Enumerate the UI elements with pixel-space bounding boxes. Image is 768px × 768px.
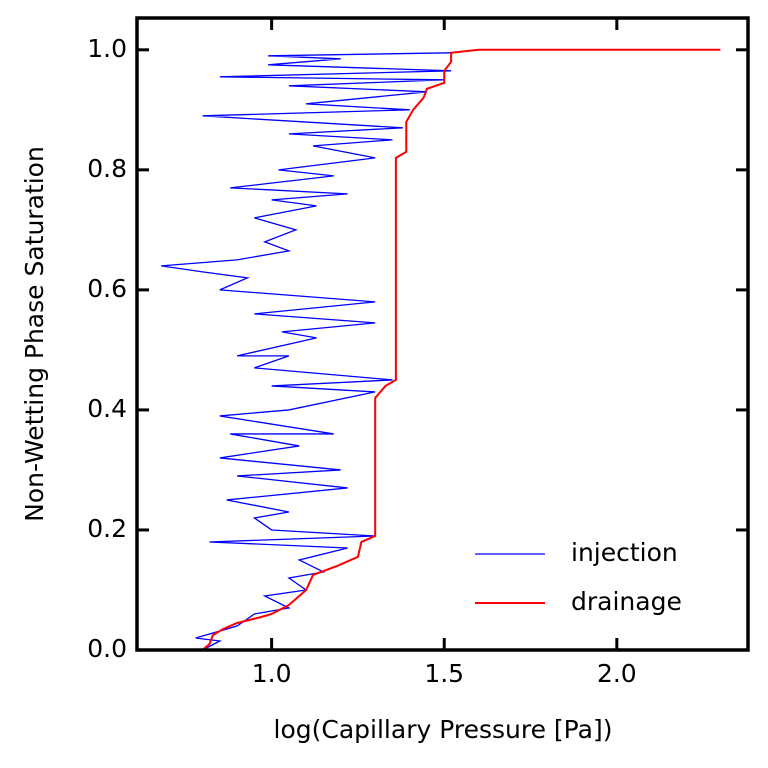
x-axis-label: log(Capillary Pressure [Pa])	[274, 715, 613, 744]
legend-label: injection	[571, 538, 678, 567]
y-tick-label: 0.0	[87, 634, 127, 663]
y-tick-label: 0.2	[87, 514, 127, 543]
y-tick-label: 0.6	[87, 274, 127, 303]
x-tick-label: 1.0	[252, 659, 292, 688]
line-series	[161, 52, 452, 651]
y-tick-label: 0.4	[87, 394, 127, 423]
plot-frame	[135, 16, 750, 652]
y-tick-label: 0.8	[87, 154, 127, 183]
x-tick-label: 1.5	[424, 659, 464, 688]
line-series	[201, 48, 721, 651]
x-tick-label: 2.0	[597, 659, 637, 688]
y-tick-label: 1.0	[87, 34, 127, 63]
legend-label: drainage	[571, 587, 682, 616]
y-axis-label: Non-Wetting Phase Saturation	[20, 146, 49, 522]
